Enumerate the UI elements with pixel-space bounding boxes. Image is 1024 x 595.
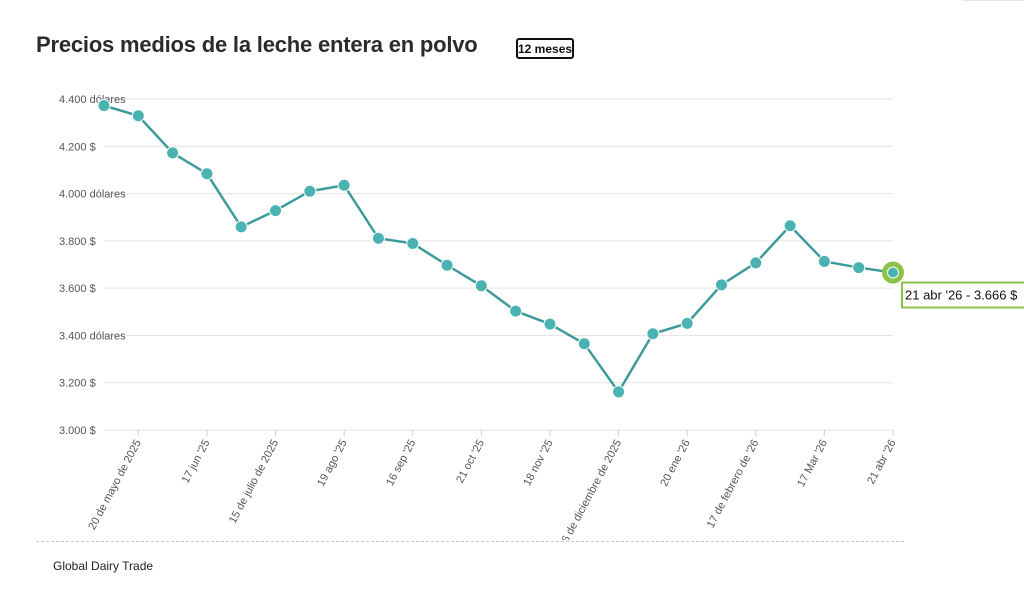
y-tick-label: 3.200 $ xyxy=(59,378,96,390)
data-point[interactable] xyxy=(680,316,694,330)
x-tick-label: 20 ene '26 xyxy=(658,438,693,489)
y-tick-label: 4.200 $ xyxy=(59,141,96,153)
data-point[interactable] xyxy=(406,236,420,250)
chart-title: Precios medios de la leche entera en pol… xyxy=(36,32,478,57)
y-tick-label: 3.000 $ xyxy=(59,425,96,437)
data-point[interactable] xyxy=(817,254,831,268)
source-label: Global Dairy Trade xyxy=(53,559,154,573)
data-point[interactable] xyxy=(887,266,899,279)
data-point[interactable] xyxy=(166,146,180,160)
tooltip-box xyxy=(901,281,1024,309)
x-tick-label: 18 nov '25 xyxy=(521,438,555,488)
y-tick-label: 3.400 dólares xyxy=(59,330,126,342)
data-point[interactable] xyxy=(543,317,557,331)
data-points xyxy=(97,99,904,399)
time-range-button[interactable]: 12 meses xyxy=(516,38,574,59)
y-tick-label: 3.600 $ xyxy=(59,283,96,295)
series-line xyxy=(103,104,894,394)
x-tick-label: 17 Mar '26 xyxy=(795,438,830,489)
line-chart: 4.400 dólares 4.200 $ 4.000 dólares 3.800 $… xyxy=(59,94,1024,540)
footer-divider xyxy=(36,541,904,542)
y-tick-label: 4.000 dólares xyxy=(59,189,126,201)
x-axis-labels: 20 de mayo de 2025 17 jun '25 15 de julio … xyxy=(86,438,898,540)
x-tick-label: 16 de diciembre de 2025 xyxy=(557,438,624,540)
data-point[interactable] xyxy=(646,327,660,341)
x-tick-label: 19 ago '25 xyxy=(315,438,350,489)
x-tick-label: 21 abr '26 xyxy=(865,438,898,487)
tooltip-text: 21 abr '26 - 3.666 $ xyxy=(905,288,1018,303)
y-tick-label: 4.400 dólares xyxy=(59,94,126,106)
data-point[interactable] xyxy=(612,385,626,399)
data-point[interactable] xyxy=(97,99,111,113)
data-point[interactable] xyxy=(200,167,214,181)
data-point[interactable] xyxy=(269,204,283,218)
x-tick-label: 21 oct '25 xyxy=(454,438,487,485)
data-point[interactable] xyxy=(852,261,866,275)
x-tick-label: 17 jun '25 xyxy=(180,438,213,485)
data-point[interactable] xyxy=(749,256,763,270)
data-point[interactable] xyxy=(337,178,351,192)
data-point[interactable] xyxy=(234,220,248,234)
data-point[interactable] xyxy=(474,279,488,293)
data-point[interactable] xyxy=(131,109,145,123)
data-point[interactable] xyxy=(783,219,797,233)
x-axis-ticks xyxy=(137,430,894,436)
data-point[interactable] xyxy=(509,304,523,318)
x-tick-label: 16 sep '25 xyxy=(384,438,418,488)
y-axis-labels: 4.400 dólares 4.200 $ 4.000 dólares 3.800 $… xyxy=(59,94,126,437)
top-divider xyxy=(962,0,1024,1)
data-point[interactable] xyxy=(371,231,385,245)
data-point[interactable] xyxy=(577,337,591,351)
x-tick-label: 15 de julio de 2025 xyxy=(227,438,281,526)
tooltip: 21 abr '26 - 3.666 $ xyxy=(901,281,1024,309)
x-tick-label: 17 de febrero de '26 xyxy=(705,438,762,530)
gridlines xyxy=(104,98,893,431)
x-tick-label: 20 de mayo de 2025 xyxy=(86,438,144,532)
y-tick-label: 3.800 $ xyxy=(59,236,96,248)
data-point[interactable] xyxy=(303,184,317,198)
data-point[interactable] xyxy=(714,278,728,292)
data-point[interactable] xyxy=(440,258,454,272)
